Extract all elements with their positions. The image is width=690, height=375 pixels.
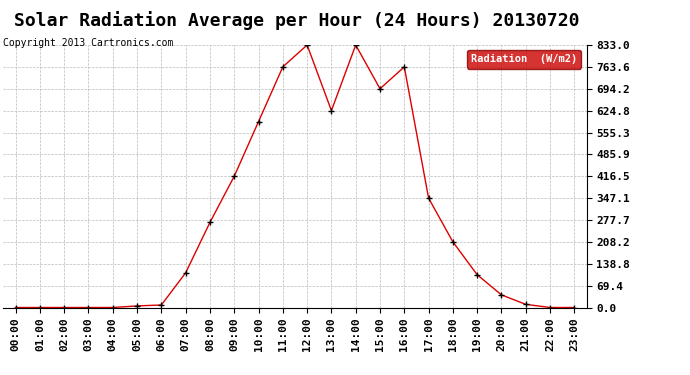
Legend: Radiation  (W/m2): Radiation (W/m2) [466,50,581,69]
Text: Copyright 2013 Cartronics.com: Copyright 2013 Cartronics.com [3,38,174,48]
Text: Solar Radiation Average per Hour (24 Hours) 20130720: Solar Radiation Average per Hour (24 Hou… [14,11,580,30]
